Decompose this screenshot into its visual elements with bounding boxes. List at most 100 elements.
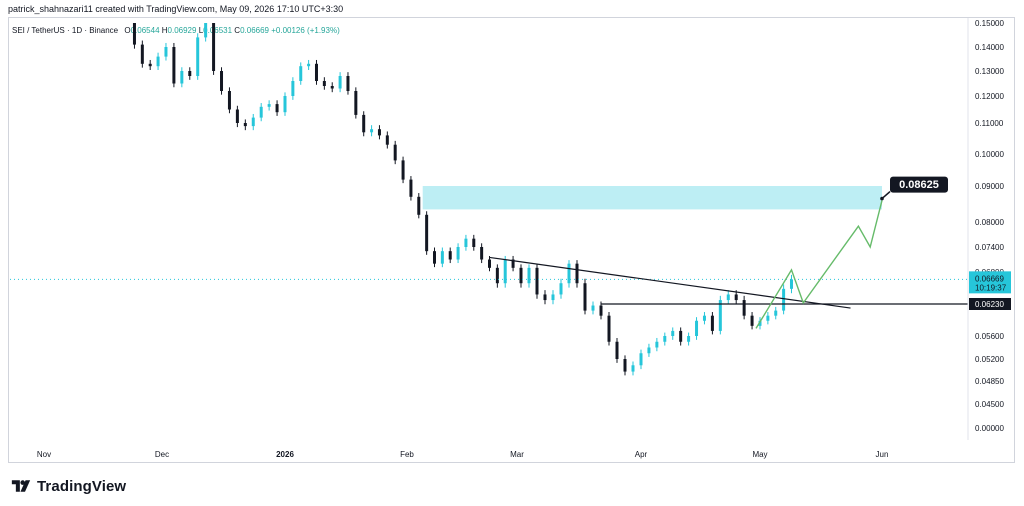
candle <box>503 255 507 288</box>
target-callout[interactable]: 0.08625 <box>880 176 948 201</box>
candle-body <box>695 320 699 336</box>
candle <box>417 193 421 219</box>
y-tick-label: 0.14000 <box>975 43 1004 52</box>
candle <box>409 176 413 201</box>
candle <box>156 52 160 71</box>
support-level-value: 0.06230 <box>975 300 1004 309</box>
candle <box>259 103 263 122</box>
low-value: 0.06531 <box>203 26 233 35</box>
candle <box>591 301 595 315</box>
candle <box>758 317 762 330</box>
candle <box>774 306 778 320</box>
candle-body <box>307 63 311 67</box>
candle-body <box>710 315 714 331</box>
candle <box>480 243 484 264</box>
candle-body <box>251 117 255 127</box>
candle-body <box>322 81 326 86</box>
candle <box>519 264 523 288</box>
candle <box>370 125 374 137</box>
candle-body <box>687 336 691 342</box>
candle-body <box>132 23 136 45</box>
y-tick-label: 0.04850 <box>975 377 1004 386</box>
candle-body <box>551 294 555 301</box>
candle-body <box>299 66 303 81</box>
candle-body <box>338 76 342 89</box>
candle <box>671 327 675 340</box>
candle <box>220 67 224 95</box>
candle-body <box>599 305 603 316</box>
candle <box>385 131 389 149</box>
descending-trendline[interactable] <box>489 256 851 309</box>
y-tick-label: 0.08000 <box>975 218 1004 227</box>
target-zone[interactable] <box>422 186 882 210</box>
projection-path[interactable] <box>755 200 883 329</box>
y-axis[interactable]: 0.15000 0.14000 0.13000 0.12000 0.11000 0.100… <box>975 19 1004 433</box>
candle <box>702 312 706 325</box>
candle-body <box>766 315 770 321</box>
symbol-label[interactable]: SEI / TetherUS · 1D · Binance <box>12 26 119 35</box>
y-tick-label: 0.15000 <box>975 19 1004 28</box>
y-tick-label: 0.12000 <box>975 92 1004 101</box>
candle <box>377 125 381 140</box>
candle-body <box>655 341 659 348</box>
y-tick-label: 0.09000 <box>975 182 1004 191</box>
x-axis[interactable]: Nov Dec 2026 Feb Mar Apr May Jun <box>37 450 889 459</box>
candle <box>132 23 136 49</box>
candle-body <box>425 214 429 252</box>
support-level-tag-bg <box>969 298 1011 310</box>
candle-body <box>663 336 667 342</box>
candle <box>766 312 770 325</box>
candle <box>456 243 460 264</box>
candle-body <box>679 330 683 342</box>
x-tick-label: Mar <box>510 450 524 459</box>
candle-body <box>702 315 706 321</box>
ohlc-legend: SEI / TetherUS · 1D · Binance O0.06544 H… <box>12 26 340 35</box>
candle <box>393 140 397 165</box>
y-tick-label: 0.04500 <box>975 400 1004 409</box>
candle-body <box>742 300 746 316</box>
candle-body <box>220 71 224 91</box>
candle <box>314 59 318 85</box>
candle <box>726 290 730 305</box>
y-tick-label: 0.13000 <box>975 67 1004 76</box>
candle <box>742 295 746 320</box>
candle-body <box>196 37 200 76</box>
tradingview-brand[interactable]: TradingView <box>10 476 126 496</box>
candle-body <box>164 47 168 57</box>
candle-body <box>472 238 476 247</box>
candle <box>354 87 358 119</box>
candle-body <box>385 135 389 145</box>
candle <box>180 67 184 88</box>
chart-frame[interactable] <box>8 17 1015 463</box>
candle <box>291 77 295 100</box>
candle <box>718 295 722 335</box>
support-level-tag: 0.06230 <box>969 298 1011 310</box>
candle <box>551 290 555 305</box>
open-value: 0.06544 <box>130 26 160 35</box>
candle-body <box>354 91 358 115</box>
close-label: C <box>234 26 241 35</box>
candle-body <box>346 76 350 91</box>
target-label: 0.08625 <box>899 179 939 191</box>
candle-body <box>774 310 778 316</box>
target-label-box <box>890 176 948 193</box>
candle-body <box>495 267 499 284</box>
low-label: L <box>198 26 204 35</box>
candle-body <box>639 353 643 366</box>
candle <box>148 59 152 71</box>
candle-body <box>148 63 152 67</box>
candle-body <box>615 341 619 359</box>
candle-body <box>750 315 754 326</box>
candle <box>567 260 571 288</box>
candle <box>448 247 452 264</box>
candle-body <box>535 267 539 295</box>
candle <box>663 332 667 346</box>
candle <box>235 105 239 128</box>
candle <box>172 42 176 88</box>
candle-body <box>180 71 184 84</box>
candle-countdown: 10:19:37 <box>975 283 1007 292</box>
candle <box>433 247 436 268</box>
candle <box>695 317 699 340</box>
candle-body <box>519 267 523 284</box>
